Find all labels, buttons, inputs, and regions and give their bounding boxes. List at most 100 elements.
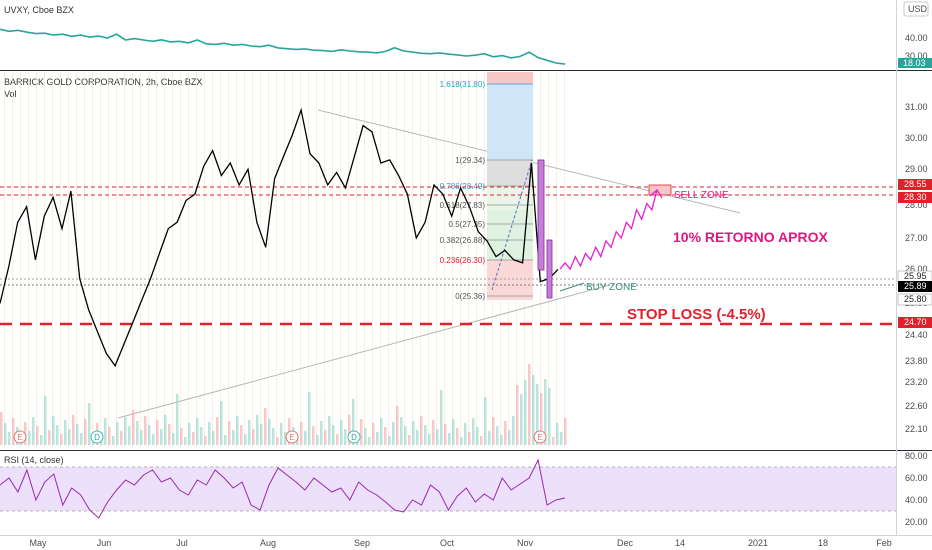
session-stripe <box>28 72 29 447</box>
price-badge-value: 28.55 <box>904 179 927 189</box>
volume-bar <box>68 429 71 445</box>
volume-bar <box>352 399 355 445</box>
session-stripe <box>148 72 149 447</box>
price-badge <box>898 281 932 292</box>
price-axis[interactable]: USD 40.00 30.00 18.03 31.00 30.00 29.00 28.… <box>896 0 932 535</box>
price-tick: 31.00 <box>905 102 928 112</box>
session-stripe <box>156 72 157 447</box>
volume-bar <box>488 431 491 445</box>
volume-bar <box>436 429 439 445</box>
main-title: BARRICK GOLD CORPORATION, 2h, Cboe BZX <box>4 77 202 87</box>
buy-zone-pointer <box>559 282 585 292</box>
volume-bar <box>484 397 487 445</box>
rsi-tick: 60.00 <box>905 473 928 483</box>
session-stripe <box>92 72 93 447</box>
volume-bar <box>424 425 427 445</box>
main-pane: BARRICK GOLD CORPORATION, 2h, Cboe BZX V… <box>0 72 896 447</box>
volume-bar <box>272 428 275 445</box>
volume-bar <box>524 380 527 445</box>
volume-bar <box>472 418 475 445</box>
volume-bar <box>268 419 271 445</box>
session-stripe <box>372 72 373 447</box>
volume-bar <box>80 433 83 445</box>
volume-bar <box>308 392 311 445</box>
volume-bar <box>492 417 495 445</box>
session-stripe <box>396 72 397 447</box>
fib-level-label: 1.618(31.80) <box>440 80 486 89</box>
volume-bar <box>316 435 319 445</box>
volume-bar <box>544 379 547 445</box>
volume-bar <box>324 430 327 445</box>
dividend-marker[interactable] <box>347 430 361 444</box>
lower-trendline <box>117 284 611 419</box>
volume-bar <box>72 415 75 445</box>
volume-bar <box>156 420 159 445</box>
time-label: Sep <box>354 538 370 548</box>
volume-bar <box>228 421 231 445</box>
volume-bar <box>344 429 347 445</box>
session-stripe <box>468 72 469 447</box>
volume-bar <box>220 401 223 445</box>
session-stripe <box>52 72 53 447</box>
dividend-marker[interactable] <box>90 430 104 444</box>
earnings-marker[interactable] <box>13 430 27 444</box>
volume-bar <box>532 375 535 445</box>
currency-label: USD <box>908 4 928 14</box>
price-tick: 22.60 <box>905 401 928 411</box>
time-axis[interactable]: May Jun Jul Aug Sep Oct Nov Dec 14 2021 18 Feb <box>0 535 932 549</box>
volume-bar <box>40 435 43 445</box>
volume-bar <box>128 426 131 445</box>
earnings-marker[interactable] <box>285 430 299 444</box>
volume-bar <box>12 418 15 445</box>
volume-bar <box>480 436 483 445</box>
volume-bar <box>152 434 155 445</box>
volume-bar <box>388 436 391 445</box>
volume-bar <box>224 435 227 445</box>
session-stripe <box>212 72 213 447</box>
volume-bar <box>28 431 31 445</box>
buy-zone-label: BUY ZONE <box>586 282 637 293</box>
session-stripe <box>324 72 325 447</box>
volume-bar <box>144 416 147 445</box>
time-label: Jul <box>176 538 188 548</box>
session-stripe <box>316 72 317 447</box>
volume-bar <box>108 427 111 445</box>
fib-level-label: 0.382(26.88) <box>440 236 486 245</box>
session-stripe <box>116 72 117 447</box>
session-stripe <box>300 72 301 447</box>
uvxy-tick: 40.00 <box>905 33 928 43</box>
fib-trend-line <box>491 159 533 291</box>
volume-bar <box>396 406 399 445</box>
session-stripe <box>4 72 5 447</box>
volume-bar <box>340 420 343 445</box>
volume-bar <box>64 420 67 445</box>
volume-bar <box>464 423 467 445</box>
volume-bar <box>196 418 199 445</box>
volume-bar <box>176 394 179 445</box>
volume-bar <box>432 420 435 445</box>
rsi-title: RSI (14, close) <box>4 455 64 465</box>
projection-arrowhead <box>649 188 663 199</box>
main-ticks: 31.0030.0029.0028.0027.0026.0025.0024.40… <box>905 102 928 434</box>
price-tick: 24.40 <box>905 330 928 340</box>
earnings-marker[interactable] <box>533 430 547 444</box>
highlight-candle <box>546 239 553 299</box>
fib-zone-extension <box>487 84 533 160</box>
volume-bar <box>236 416 239 445</box>
session-stripe <box>388 72 389 447</box>
time-label: Aug <box>260 538 276 548</box>
session-stripe <box>252 72 253 447</box>
time-label: Feb <box>876 538 892 548</box>
volume-bars <box>0 364 567 445</box>
session-stripe <box>284 72 285 447</box>
price-tick: 27.00 <box>905 233 928 243</box>
volume-bar <box>48 430 51 445</box>
session-stripe <box>140 72 141 447</box>
session-stripe <box>132 72 133 447</box>
session-stripe <box>380 72 381 447</box>
session-stripe <box>124 72 125 447</box>
session-stripe <box>292 72 293 447</box>
currency-badge[interactable] <box>903 1 929 17</box>
volume-bar <box>164 415 167 445</box>
